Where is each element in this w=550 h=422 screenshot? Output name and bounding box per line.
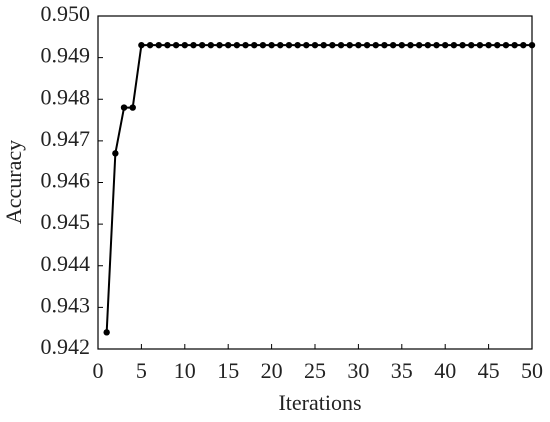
- x-axis-label: Iterations: [278, 390, 361, 415]
- y-tick-label: 0.944: [41, 251, 91, 276]
- data-point: [346, 41, 353, 49]
- data-point: [268, 41, 275, 49]
- data-point: [285, 41, 293, 49]
- x-tick-label: 35: [391, 358, 413, 383]
- data-point: [528, 41, 536, 49]
- data-point: [459, 41, 466, 49]
- data-point: [138, 41, 145, 49]
- data-point: [120, 104, 128, 111]
- data-point: [242, 41, 249, 49]
- data-point: [363, 41, 371, 49]
- x-tick-label: 45: [478, 358, 500, 383]
- data-point: [415, 41, 423, 49]
- data-point: [476, 41, 484, 49]
- data-point: [207, 41, 215, 49]
- x-tick-label: 30: [347, 358, 369, 383]
- x-tick-label: 20: [261, 358, 283, 383]
- data-point: [520, 41, 527, 49]
- data-point: [294, 41, 301, 49]
- y-tick-label: 0.948: [41, 84, 91, 109]
- data-point: [355, 41, 362, 49]
- x-tick-label: 50: [521, 358, 543, 383]
- data-point: [181, 41, 188, 49]
- y-tick-label: 0.947: [41, 126, 91, 151]
- data-point: [389, 41, 397, 49]
- y-tick-label: 0.946: [41, 168, 91, 193]
- data-point: [494, 41, 501, 49]
- x-tick-label: 40: [434, 358, 456, 383]
- data-point: [485, 41, 492, 49]
- data-line: [105, 44, 532, 333]
- data-point: [511, 41, 518, 49]
- x-tick-label: 5: [136, 358, 147, 383]
- y-tick-label: 0.942: [41, 334, 91, 359]
- data-point: [407, 41, 414, 49]
- data-point: [225, 41, 232, 49]
- x-tick-label: 25: [304, 358, 326, 383]
- x-tick-label: 0: [93, 358, 104, 383]
- data-point: [155, 41, 162, 49]
- data-point: [164, 41, 171, 49]
- data-point: [103, 329, 110, 336]
- data-point: [320, 41, 327, 49]
- y-tick-label: 0.943: [41, 292, 91, 317]
- data-point: [337, 41, 345, 49]
- data-point: [433, 41, 440, 49]
- data-point: [372, 41, 379, 49]
- data-point: [146, 41, 154, 49]
- data-point: [381, 41, 388, 49]
- x-tick-label: 10: [174, 358, 196, 383]
- plot-frame: [97, 15, 533, 350]
- data-point: [311, 41, 319, 49]
- data-point: [198, 41, 206, 49]
- data-point: [329, 41, 336, 49]
- data-point: [442, 41, 449, 49]
- data-point: [502, 41, 510, 49]
- y-tick-label: 0.945: [41, 209, 91, 234]
- data-point: [468, 41, 475, 49]
- data-point: [129, 104, 136, 111]
- data-point: [450, 41, 458, 49]
- y-tick-label: 0.950: [41, 1, 91, 26]
- data-point: [112, 150, 119, 157]
- x-tick-label: 15: [217, 358, 239, 383]
- data-point: [424, 41, 432, 49]
- data-point: [190, 41, 197, 49]
- data-point: [216, 41, 223, 49]
- data-point: [233, 41, 241, 49]
- y-axis-label: Accuracy: [1, 140, 26, 224]
- data-point: [398, 41, 405, 49]
- data-point: [251, 41, 258, 49]
- data-point: [277, 41, 284, 49]
- data-point: [303, 41, 310, 49]
- data-point: [172, 41, 180, 49]
- y-tick-label: 0.949: [41, 43, 91, 68]
- data-point: [259, 41, 267, 49]
